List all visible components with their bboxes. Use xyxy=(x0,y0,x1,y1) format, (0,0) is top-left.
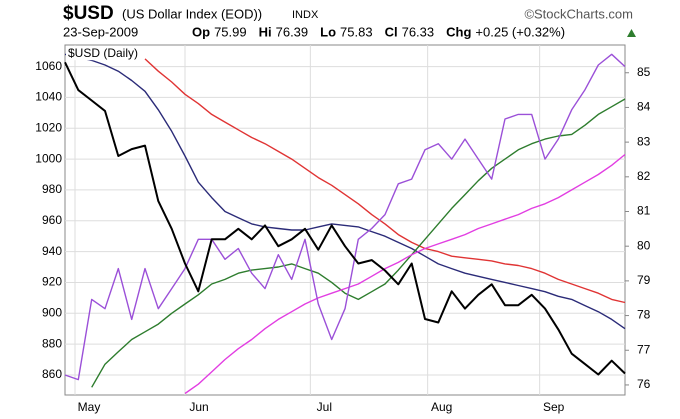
y2-tick-label: 84 xyxy=(637,100,651,114)
y2-tick-label: 83 xyxy=(637,134,651,148)
legend-bg xyxy=(66,46,141,61)
quote-label: Cl xyxy=(385,24,398,39)
series-line xyxy=(91,98,626,388)
x-tick-label: May xyxy=(78,400,101,414)
chart-title: $USD xyxy=(63,3,114,24)
y2-tick-label: 77 xyxy=(637,342,651,356)
y-tick-label: 1060 xyxy=(35,59,62,73)
plot-frame xyxy=(64,44,626,396)
y2-tick-label: 82 xyxy=(637,169,651,183)
series-line xyxy=(64,53,626,330)
y2-tick-label: 85 xyxy=(637,65,651,79)
quote: Op 75.99 Hi 76.39 Lo 75.83 Cl 76.33 Chg +0.25 (+0… xyxy=(192,24,565,39)
y-tick-label: 940 xyxy=(42,244,62,258)
y2-tick-label: 80 xyxy=(637,238,651,252)
quote-value: 75.83 xyxy=(340,24,373,39)
series-line xyxy=(184,153,626,395)
quote-value: +0.25 (+0.32%) xyxy=(475,24,565,39)
date: 23-Sep-2009 xyxy=(63,24,138,39)
y-tick-label: 1020 xyxy=(35,120,62,134)
chart-subtitle: (US Dollar Index (EOD)) xyxy=(122,6,262,21)
series-line xyxy=(64,53,626,381)
quote-value: 76.33 xyxy=(402,24,435,39)
up-arrow xyxy=(627,29,636,37)
x-tick-label: Jun xyxy=(189,400,208,414)
x-tick-label: Jul xyxy=(317,400,332,414)
y-tick-label: 1040 xyxy=(35,90,62,104)
y-tick-label: 900 xyxy=(42,305,62,319)
y-tick-label: 920 xyxy=(42,275,62,289)
y2-tick-label: 76 xyxy=(637,377,651,391)
y-tick-label: 980 xyxy=(42,182,62,196)
y2-tick-label: 78 xyxy=(637,308,651,322)
source: ©StockCharts.com xyxy=(524,6,633,21)
series-line xyxy=(64,61,626,376)
y-tick-label: 1000 xyxy=(35,151,62,165)
quote-label: Chg xyxy=(446,24,471,39)
y2-tick-label: 81 xyxy=(637,204,651,218)
quote-label: Lo xyxy=(320,24,336,39)
exchange: INDX xyxy=(292,9,319,21)
y-tick-label: 880 xyxy=(42,336,62,350)
x-tick-label: Sep xyxy=(543,400,565,414)
series-line xyxy=(144,58,626,304)
quote-value: 76.39 xyxy=(276,24,309,39)
quote-value: 75.99 xyxy=(214,24,247,39)
quote-label: Op xyxy=(192,24,210,39)
x-tick-label: Aug xyxy=(431,400,452,414)
y2-tick-label: 79 xyxy=(637,273,651,287)
legend-label: $USD (Daily) xyxy=(68,46,138,60)
y-tick-label: 860 xyxy=(42,367,62,381)
y-tick-label: 960 xyxy=(42,213,62,227)
quote-label: Hi xyxy=(259,24,272,39)
